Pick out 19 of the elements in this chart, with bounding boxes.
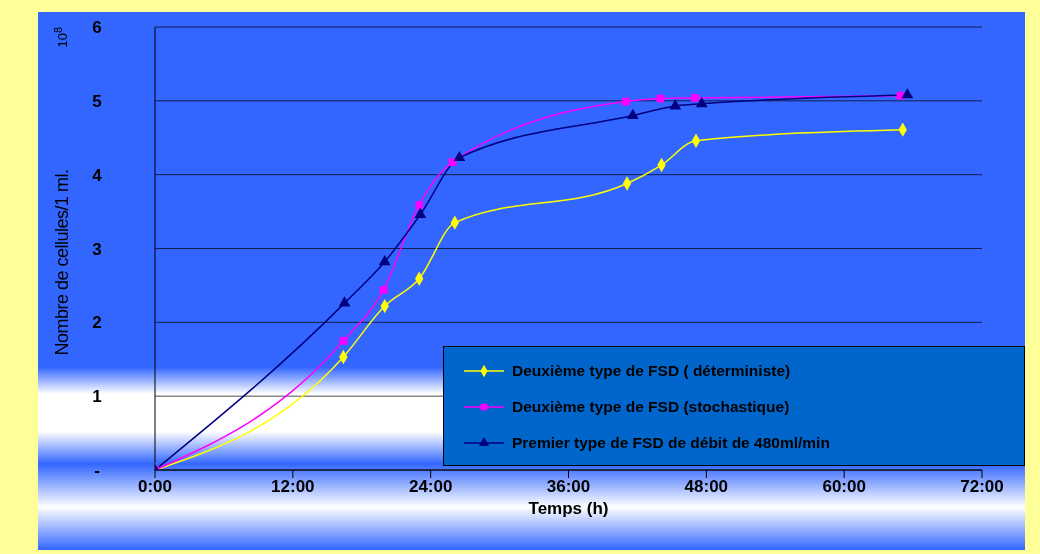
y-tick-label: 6 — [92, 18, 102, 37]
x-tick-label: 60:00 — [822, 477, 866, 497]
y-tick-label: 5 — [92, 91, 102, 111]
y-tick-label: - — [94, 461, 100, 480]
x-tick-label: 72:00 — [960, 477, 1004, 497]
x-axis-title: Temps (h) — [528, 499, 609, 518]
x-tick-label: 12:00 — [271, 477, 315, 497]
y-tick-label: 1 — [92, 387, 102, 407]
legend-label: Deuxième type de FSD ( déterministe) — [512, 362, 791, 380]
y-tick-label: 4 — [92, 165, 103, 185]
x-tick-label: 36:00 — [546, 477, 591, 497]
legend-label: Premier type de FSD de débit de 480ml/min — [512, 434, 830, 452]
y-tick-label: 3 — [92, 239, 102, 259]
y-tick-label: 2 — [92, 313, 102, 333]
legend-label: Deuxième type de FSD (stochastique) — [512, 398, 790, 416]
x-tick-label: 24:00 — [408, 477, 453, 497]
x-tick-label: 48:00 — [684, 477, 729, 497]
x-tick-label: 0:00 — [137, 477, 173, 497]
y-axis-title: Nombre de cellules/1 ml. — [51, 168, 73, 356]
